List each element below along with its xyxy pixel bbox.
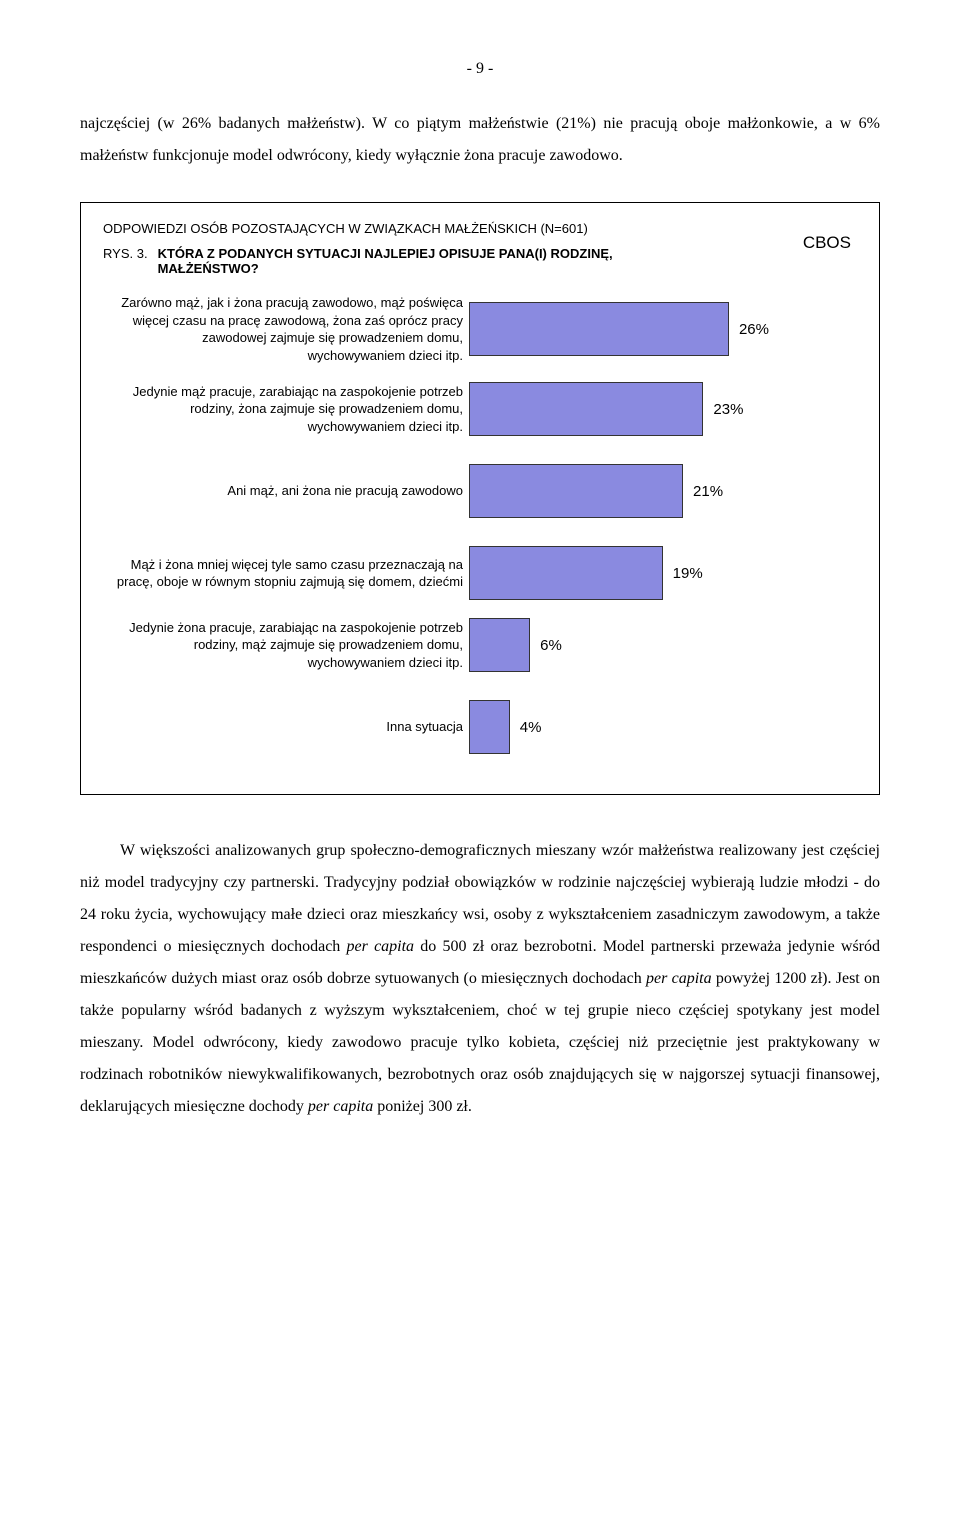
- italic-text: per capita: [646, 970, 712, 987]
- page-container: - 9 - najczęściej (w 26% badanych małżeń…: [0, 0, 960, 1203]
- bar-row: Ani mąż, ani żona nie pracują zawodowo 21…: [103, 464, 857, 518]
- bar-area: 6%: [469, 618, 769, 672]
- body-paragraph: W większości analizowanych grup społeczn…: [80, 835, 880, 1123]
- bar-value: 21%: [693, 483, 723, 500]
- body-text-part: poniżej 300 zł.: [373, 1098, 472, 1115]
- chart-subtitle: ODPOWIEDZI OSÓB POZOSTAJĄCYCH W ZWIĄZKAC…: [103, 221, 857, 236]
- bar-area: 19%: [469, 546, 769, 600]
- bar-rect: [469, 382, 703, 436]
- intro-paragraph: najczęściej (w 26% badanych małżeństw). …: [80, 108, 880, 172]
- bar-value: 6%: [540, 637, 562, 654]
- cbos-label: CBOS: [803, 233, 851, 253]
- page-number: - 9 -: [80, 60, 880, 78]
- bar-row: Jedynie mąż pracuje, zarabiając na zaspo…: [103, 382, 857, 436]
- bar-row: Mąż i żona mniej więcej tyle samo czasu …: [103, 546, 857, 600]
- bar-value: 19%: [673, 565, 703, 582]
- bar-label: Ani mąż, ani żona nie pracują zawodowo: [103, 482, 469, 500]
- bar-rect: [469, 700, 510, 754]
- bar-row: Inna sytuacja 4%: [103, 700, 857, 754]
- bar-area: 21%: [469, 464, 769, 518]
- bar-label: Zarówno mąż, jak i żona pracują zawodowo…: [103, 294, 469, 364]
- bar-value: 4%: [520, 719, 542, 736]
- bar-label: Jedynie żona pracuje, zarabiając na zasp…: [103, 619, 469, 672]
- italic-text: per capita: [347, 938, 415, 955]
- rys-title: KTÓRA Z PODANYCH SYTUACJI NAJLEPIEJ OPIS…: [158, 246, 698, 276]
- italic-text: per capita: [308, 1098, 373, 1115]
- bar-label: Jedynie mąż pracuje, zarabiając na zaspo…: [103, 383, 469, 436]
- chart-body: Zarówno mąż, jak i żona pracują zawodowo…: [103, 294, 857, 754]
- bar-rect: [469, 546, 663, 600]
- bar-area: 26%: [469, 302, 769, 356]
- bar-area: 4%: [469, 700, 769, 754]
- bar-area: 23%: [469, 382, 769, 436]
- bar-row: Zarówno mąż, jak i żona pracują zawodowo…: [103, 294, 857, 364]
- bar-value: 26%: [739, 321, 769, 338]
- body-text-part: powyżej 1200 zł). Jest on także popularn…: [80, 970, 880, 1115]
- bar-label: Inna sytuacja: [103, 718, 469, 736]
- bar-rect: [469, 302, 729, 356]
- bar-rect: [469, 618, 530, 672]
- bar-rect: [469, 464, 683, 518]
- rys-number: RYS. 3.: [103, 246, 148, 261]
- bar-value: 23%: [713, 401, 743, 418]
- bar-row: Jedynie żona pracuje, zarabiając na zasp…: [103, 618, 857, 672]
- bar-label: Mąż i żona mniej więcej tyle samo czasu …: [103, 556, 469, 591]
- chart-frame: ODPOWIEDZI OSÓB POZOSTAJĄCYCH W ZWIĄZKAC…: [80, 202, 880, 795]
